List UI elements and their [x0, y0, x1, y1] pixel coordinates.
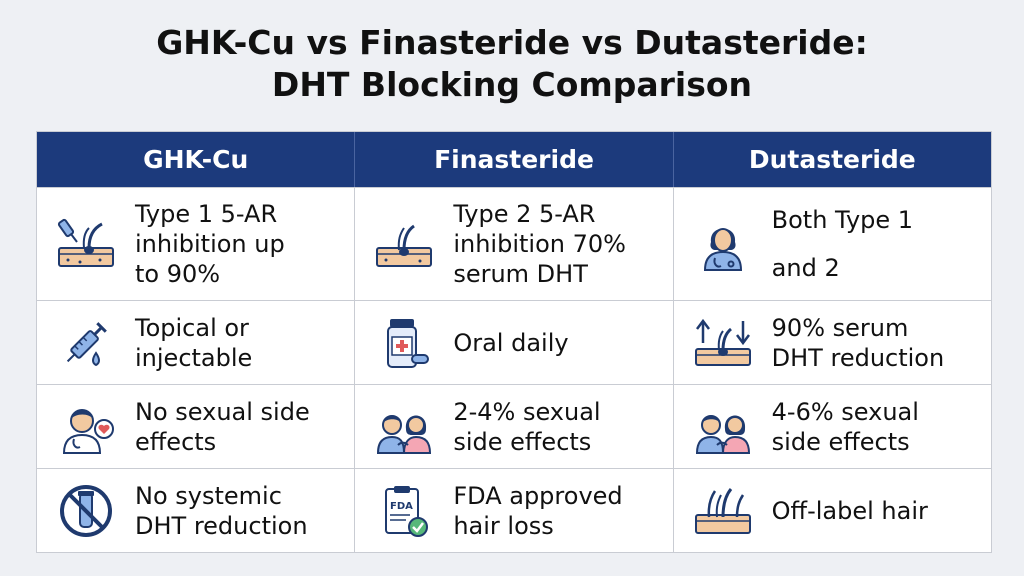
- table-cell: 90% serum DHT reduction: [674, 301, 991, 384]
- pill-bottle-icon: [371, 313, 437, 373]
- table-cell: Both Type 1 and 2: [674, 188, 991, 300]
- syringe-icon: [53, 313, 119, 373]
- title-line-1: GHK-Cu vs Finasteride vs Dutasteride:: [156, 23, 868, 62]
- table-cell: Off-label hair: [674, 469, 991, 552]
- cell-text: FDA approved hair loss: [453, 481, 623, 540]
- table-header-row: GHK-Cu Finasteride Dutasteride: [37, 132, 991, 187]
- table-cell: Type 2 5-AR inhibition 70% serum DHT: [355, 188, 674, 300]
- table-cell: Topical or injectable: [37, 301, 356, 384]
- cell-text: Both Type 1 and 2: [771, 206, 914, 282]
- cell-text: 4-6% sexual side effects: [771, 397, 919, 456]
- fda-clipboard-icon: FDA: [371, 481, 437, 541]
- page-title: GHK-Cu vs Finasteride vs Dutasteride: DH…: [0, 22, 1024, 106]
- cell-text: Type 2 5-AR inhibition 70% serum DHT: [453, 200, 626, 288]
- cell-text: Oral daily: [453, 328, 569, 357]
- couple-icon: [690, 397, 756, 457]
- table-cell: Type 1 5-AR inhibition up to 90%: [37, 188, 356, 300]
- table-cell: 4-6% sexual side effects: [674, 385, 991, 468]
- table-row: No systemic DHT reduction FDA FDA approv…: [37, 468, 991, 552]
- table-cell: No sexual side effects: [37, 385, 356, 468]
- table-row: No sexual side effects 2-4% sexual side …: [37, 384, 991, 468]
- table-cell: No systemic DHT reduction: [37, 469, 356, 552]
- couple-icon: [371, 397, 437, 457]
- cell-text: Type 1 5-AR inhibition up to 90%: [135, 200, 285, 288]
- table-row: Type 1 5-AR inhibition up to 90% Type 2 …: [37, 187, 991, 300]
- title-line-2: DHT Blocking Comparison: [271, 65, 753, 104]
- skin-hair-follicle-icon: [371, 214, 437, 274]
- table-cell: FDA FDA approved hair loss: [355, 469, 674, 552]
- cell-text: 90% serum DHT reduction: [771, 313, 945, 372]
- table-cell: 2-4% sexual side effects: [355, 385, 674, 468]
- comparison-table: GHK-Cu Finasteride Dutasteride Type 1 5-…: [36, 131, 992, 553]
- table-cell: Oral daily: [355, 301, 674, 384]
- cell-text: No systemic DHT reduction: [135, 481, 308, 540]
- fda-badge-text: FDA: [390, 501, 413, 512]
- hair-follicles-icon: [690, 481, 756, 541]
- cell-text: Topical or injectable: [135, 313, 253, 372]
- no-vial-icon: [53, 481, 119, 541]
- skin-hair-dropper-icon: [53, 214, 119, 274]
- doctor-icon: [690, 214, 756, 274]
- hair-arrows-icon: [690, 313, 756, 373]
- doctor-heart-icon: [53, 397, 119, 457]
- cell-text: No sexual side effects: [135, 397, 310, 456]
- cell-text: Off-label hair: [771, 496, 928, 525]
- column-header-dutasteride: Dutasteride: [748, 145, 916, 174]
- cell-text: 2-4% sexual side effects: [453, 397, 601, 456]
- table-row: Topical or injectable Oral daily: [37, 300, 991, 384]
- column-header-finasteride: Finasteride: [355, 132, 674, 187]
- column-header-ghk-cu: GHK-Cu: [37, 132, 356, 187]
